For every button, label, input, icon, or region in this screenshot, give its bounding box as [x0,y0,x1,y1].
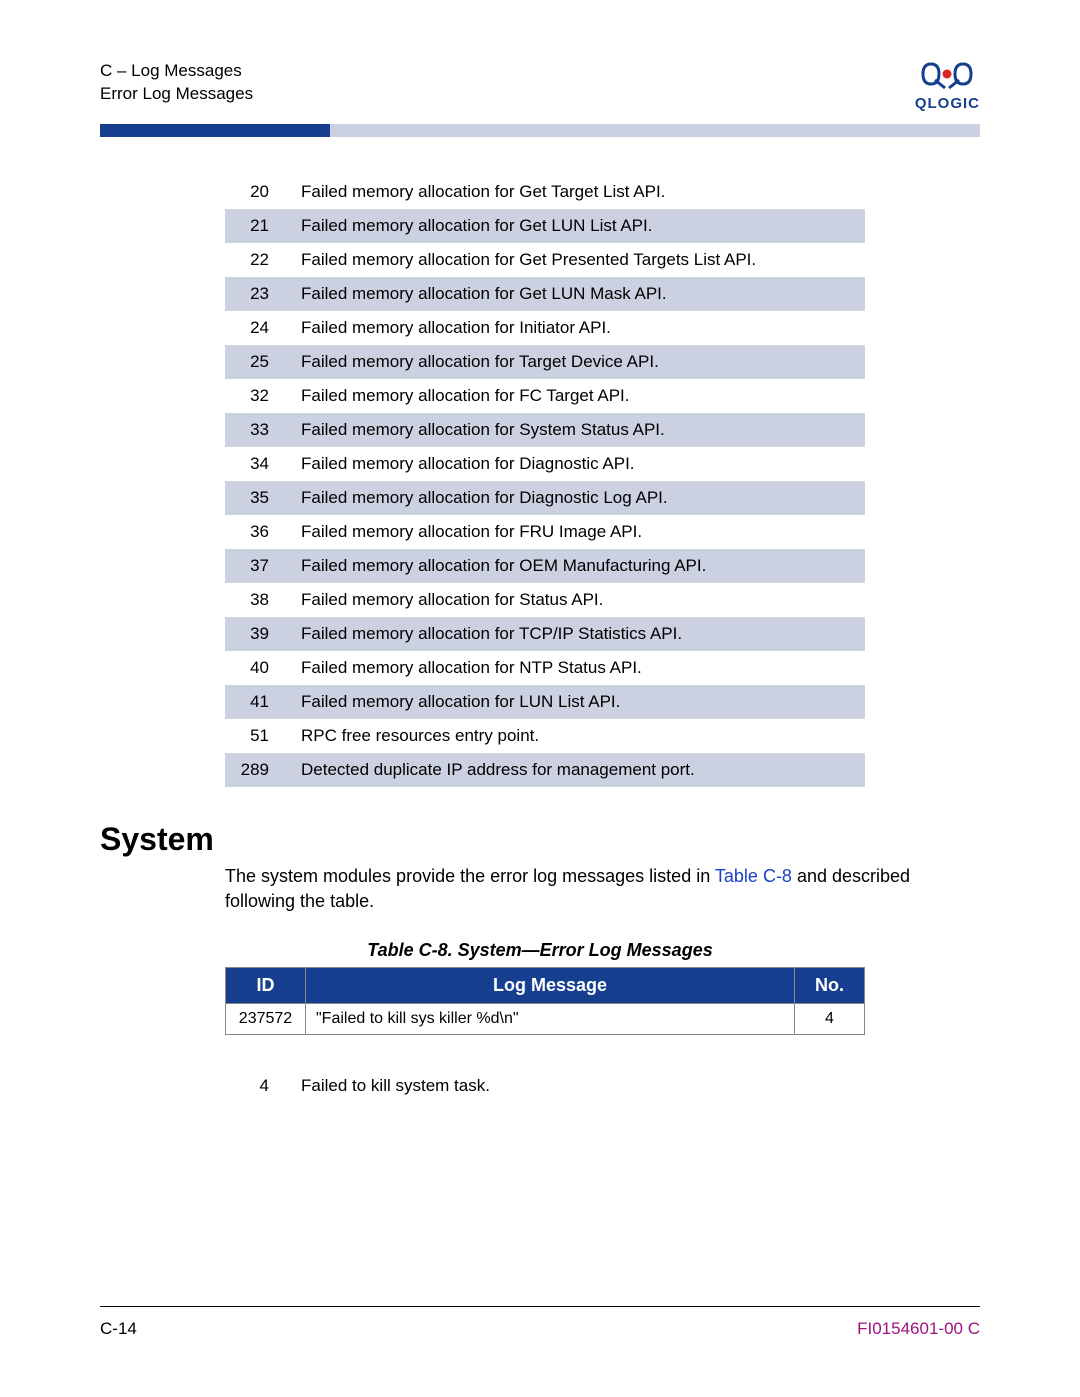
description-table: 4Failed to kill system task. [225,1069,865,1103]
error-id: 33 [225,413,287,447]
error-message: Failed memory allocation for Get LUN Lis… [287,209,865,243]
table-row: 23Failed memory allocation for Get LUN M… [225,277,865,311]
table-row: 33Failed memory allocation for System St… [225,413,865,447]
error-id: 36 [225,515,287,549]
error-message: Failed memory allocation for TCP/IP Stat… [287,617,865,651]
desc-id: 4 [225,1069,287,1103]
brand-name: QLOGIC [915,95,980,112]
footer-rule [100,1306,980,1307]
error-id: 289 [225,753,287,787]
page-header: C – Log Messages Error Log Messages QLOG… [100,60,980,112]
section-paragraph: The system modules provide the error log… [225,864,980,914]
table-ref-link[interactable]: Table C-8 [715,866,792,886]
header-line-1: C – Log Messages [100,60,253,83]
error-id: 41 [225,685,287,719]
para-pre: The system modules provide the error log… [225,866,715,886]
error-id: 51 [225,719,287,753]
table-row: 237572"Failed to kill sys killer %d\n"4 [226,1004,865,1035]
error-id: 35 [225,481,287,515]
error-message: Failed memory allocation for Initiator A… [287,311,865,345]
brand-logo: QLOGIC [915,60,980,112]
qlogic-icon [915,60,979,90]
table-row: 40Failed memory allocation for NTP Statu… [225,651,865,685]
table-row: 39Failed memory allocation for TCP/IP St… [225,617,865,651]
table-row: 21Failed memory allocation for Get LUN L… [225,209,865,243]
desc-msg: Failed to kill system task. [287,1069,865,1103]
table-row: 37Failed memory allocation for OEM Manuf… [225,549,865,583]
error-id: 32 [225,379,287,413]
error-message: Failed memory allocation for Diagnostic … [287,447,865,481]
table-row: 289Detected duplicate IP address for man… [225,753,865,787]
error-id: 37 [225,549,287,583]
error-message: Detected duplicate IP address for manage… [287,753,865,787]
col-header-id: ID [226,968,306,1004]
header-bar-fill [100,124,330,137]
table-header-row: ID Log Message No. [226,968,865,1004]
error-message: Failed memory allocation for LUN List AP… [287,685,865,719]
error-message: Failed memory allocation for NTP Status … [287,651,865,685]
table-row: 51RPC free resources entry point. [225,719,865,753]
table-row: 24Failed memory allocation for Initiator… [225,311,865,345]
table-row: 38Failed memory allocation for Status AP… [225,583,865,617]
table-caption: Table C-8. System—Error Log Messages [100,940,980,961]
cell-msg: "Failed to kill sys killer %d\n" [306,1004,795,1035]
table-row: 22Failed memory allocation for Get Prese… [225,243,865,277]
error-message: Failed memory allocation for Target Devi… [287,345,865,379]
cell-no: 4 [795,1004,865,1035]
error-message: Failed memory allocation for Get LUN Mas… [287,277,865,311]
error-id: 25 [225,345,287,379]
error-message: Failed memory allocation for FRU Image A… [287,515,865,549]
table-row: 36Failed memory allocation for FRU Image… [225,515,865,549]
table-row: 4Failed to kill system task. [225,1069,865,1103]
col-header-no: No. [795,968,865,1004]
system-error-table: ID Log Message No. 237572"Failed to kill… [225,967,865,1035]
table-row: 41Failed memory allocation for LUN List … [225,685,865,719]
error-message: Failed memory allocation for System Stat… [287,413,865,447]
error-id: 20 [225,175,287,209]
col-header-msg: Log Message [306,968,795,1004]
error-id: 22 [225,243,287,277]
error-id: 24 [225,311,287,345]
error-message: Failed memory allocation for FC Target A… [287,379,865,413]
document-number: FI0154601-00 C [857,1319,980,1339]
section-title: System [100,821,980,858]
header-text: C – Log Messages Error Log Messages [100,60,253,106]
error-codes-table: 20Failed memory allocation for Get Targe… [225,175,865,787]
table-row: 20Failed memory allocation for Get Targe… [225,175,865,209]
cell-id: 237572 [226,1004,306,1035]
error-message: Failed memory allocation for Get Target … [287,175,865,209]
header-bar [100,124,980,137]
page-footer: C-14 FI0154601-00 C [100,1319,980,1339]
table-row: 34Failed memory allocation for Diagnosti… [225,447,865,481]
error-id: 40 [225,651,287,685]
error-message: Failed memory allocation for Status API. [287,583,865,617]
error-message: Failed memory allocation for Get Present… [287,243,865,277]
error-id: 21 [225,209,287,243]
error-message: RPC free resources entry point. [287,719,865,753]
error-message: Failed memory allocation for OEM Manufac… [287,549,865,583]
error-id: 34 [225,447,287,481]
page-number: C-14 [100,1319,137,1339]
table-row: 32Failed memory allocation for FC Target… [225,379,865,413]
error-id: 38 [225,583,287,617]
error-id: 39 [225,617,287,651]
table-row: 25Failed memory allocation for Target De… [225,345,865,379]
error-message: Failed memory allocation for Diagnostic … [287,481,865,515]
error-id: 23 [225,277,287,311]
table-row: 35Failed memory allocation for Diagnosti… [225,481,865,515]
header-line-2: Error Log Messages [100,83,253,106]
